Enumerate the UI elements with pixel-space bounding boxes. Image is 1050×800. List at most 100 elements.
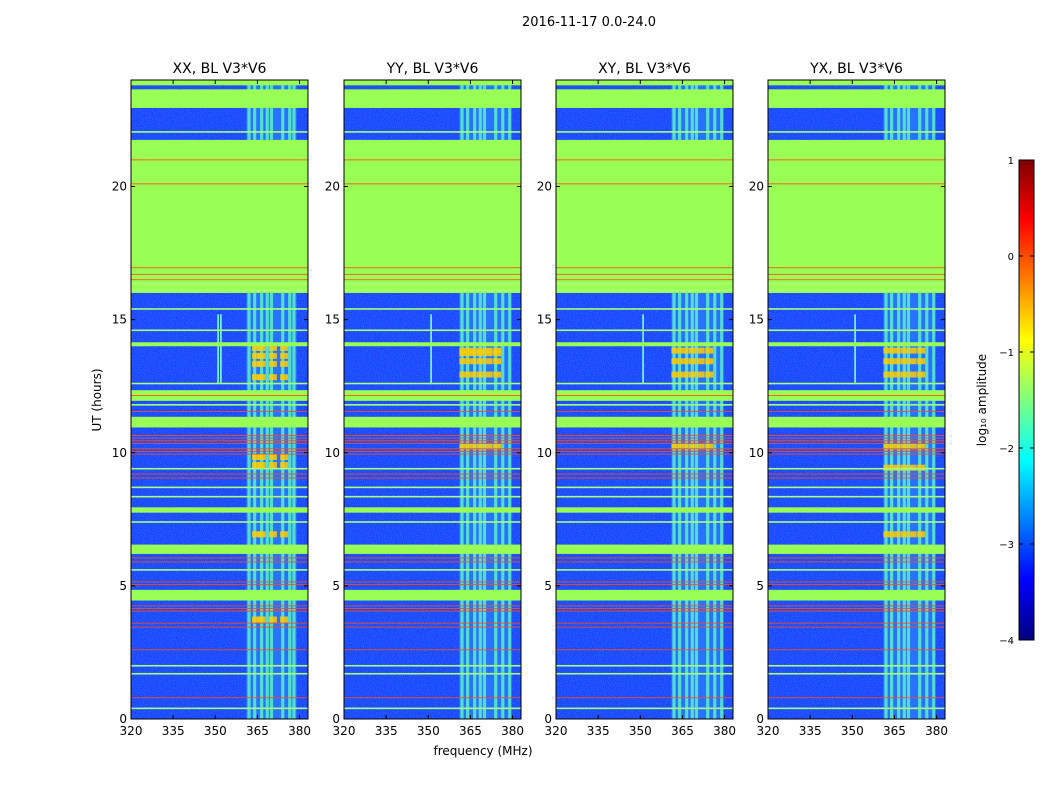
hot-spot — [679, 443, 688, 450]
hot-spot — [671, 358, 680, 365]
red-line — [556, 473, 733, 475]
red-line — [344, 434, 521, 436]
flag-line — [131, 382, 308, 385]
flag-line — [556, 131, 733, 133]
flag-line — [344, 467, 521, 470]
flag-line — [131, 404, 308, 406]
flag-line — [556, 521, 733, 523]
panel-title: XY, BL V3*V6 — [598, 61, 691, 77]
hot-spot — [891, 464, 900, 471]
red-line — [131, 267, 308, 269]
x-tick-label: 320 — [120, 724, 143, 738]
red-line — [344, 649, 521, 651]
hot-spot — [908, 371, 917, 378]
hot-spot — [252, 462, 261, 469]
red-line — [768, 697, 945, 699]
hot-spot — [268, 531, 277, 538]
flag-line — [344, 329, 521, 332]
flagged-interval — [131, 416, 308, 428]
y-tick-label: 5 — [332, 579, 340, 593]
hot-spot — [891, 443, 900, 450]
flag-line — [556, 664, 733, 667]
panel-2: YY, BL V3*V6 320 335 350 365 380 0 5 10 15 20 — [325, 61, 524, 738]
red-line — [768, 605, 945, 607]
hot-spot — [705, 358, 714, 365]
hot-spot — [696, 443, 705, 450]
hot-spot — [257, 344, 266, 351]
red-line — [131, 561, 308, 563]
hot-spot — [280, 454, 289, 461]
panel-title: YX, BL V3*V6 — [809, 61, 903, 77]
flagged-interval — [768, 342, 945, 347]
flag-line — [556, 289, 733, 292]
x-tick-label: 335 — [375, 724, 398, 738]
hot-spot — [917, 358, 926, 365]
red-line — [131, 440, 308, 442]
x-tick-label: 320 — [757, 724, 780, 738]
red-line — [556, 159, 733, 161]
panel-plot-area — [556, 80, 733, 719]
x-tick-label: 365 — [459, 724, 482, 738]
hot-spot — [908, 347, 917, 354]
rfi-spike — [220, 314, 222, 384]
y-tick-label: 10 — [537, 446, 552, 460]
red-line — [556, 649, 733, 651]
flagged-interval — [768, 544, 945, 554]
y-tick-label: 15 — [325, 313, 340, 327]
hot-spot — [268, 616, 277, 623]
red-line — [344, 626, 521, 628]
y-tick-label: 0 — [332, 712, 340, 726]
hot-spot — [900, 464, 909, 471]
red-line — [556, 608, 733, 610]
flagged-interval — [344, 89, 521, 108]
red-line — [556, 477, 733, 479]
hot-spot — [671, 347, 680, 354]
hot-spot — [268, 374, 277, 381]
flag-line — [344, 672, 521, 675]
red-line — [131, 477, 308, 479]
hot-spot — [484, 358, 493, 365]
x-tick-label: 350 — [629, 724, 652, 738]
hot-spot — [268, 352, 277, 359]
flagged-interval — [344, 80, 521, 86]
rfi-spike — [854, 314, 856, 384]
red-line — [344, 450, 521, 452]
hot-spot — [252, 454, 261, 461]
panel-plot-area — [344, 80, 521, 719]
flag-line — [131, 521, 308, 523]
flag-line — [131, 467, 308, 470]
hot-spot — [917, 464, 926, 471]
flagged-interval — [556, 80, 733, 86]
red-line — [556, 610, 733, 612]
colorbar-label: log₁₀ amplitude — [975, 354, 989, 446]
panel-frame — [130, 79, 309, 720]
hot-spot — [671, 443, 680, 450]
y-tick-label: 10 — [749, 446, 764, 460]
hot-spot — [917, 531, 926, 538]
red-line — [768, 442, 945, 444]
flagged-interval — [768, 80, 945, 86]
red-line — [344, 477, 521, 479]
hot-spot — [252, 616, 261, 623]
colorbar-tick-label: 0 — [1008, 252, 1014, 263]
red-line — [556, 410, 733, 412]
flagged-interval — [556, 544, 733, 554]
red-line — [344, 605, 521, 607]
red-line — [344, 610, 521, 612]
red-line — [556, 453, 733, 455]
hot-spot — [883, 443, 892, 450]
rfi-spike — [642, 314, 644, 384]
hot-spot — [467, 358, 476, 365]
hot-spot — [679, 371, 688, 378]
red-line — [344, 584, 521, 586]
red-line — [131, 473, 308, 475]
hot-spot — [883, 531, 892, 538]
flagged-interval — [131, 544, 308, 554]
flag-line — [768, 707, 945, 710]
hot-spot — [493, 350, 502, 357]
panel-title: YY, BL V3*V6 — [386, 61, 479, 77]
colorbar: 1 0 −1 −2 −3 −4 log₁₀ amplitude — [975, 156, 1035, 647]
red-line — [556, 697, 733, 699]
hot-spot — [900, 371, 909, 378]
red-line — [768, 477, 945, 479]
